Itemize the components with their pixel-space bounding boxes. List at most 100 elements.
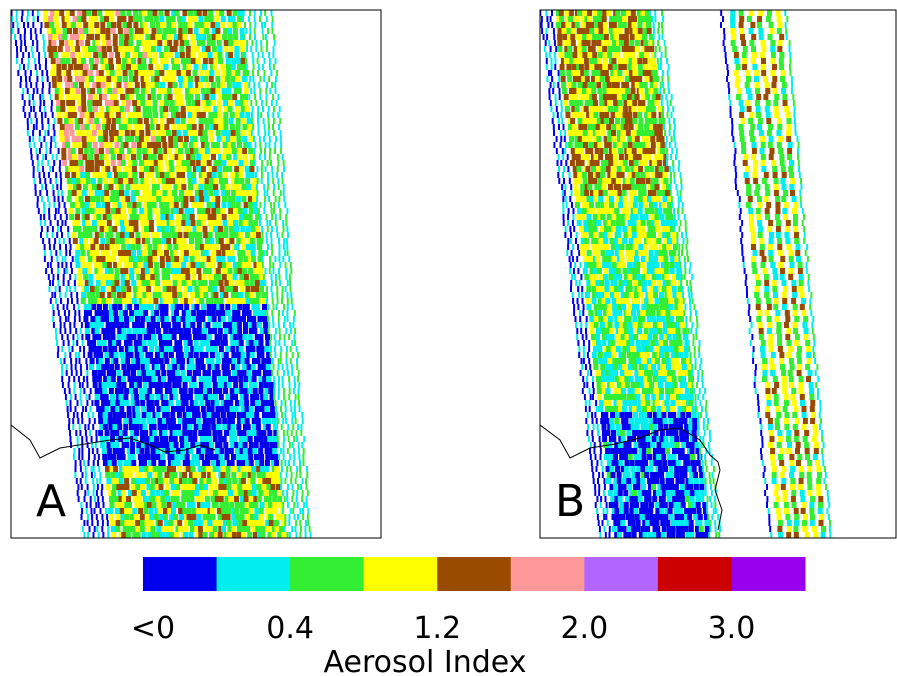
- pixel: [37, 166, 39, 172]
- pixel: [167, 424, 172, 430]
- pixel: [571, 250, 573, 256]
- pixel: [297, 502, 299, 508]
- pixel: [599, 280, 604, 286]
- pixel: [43, 208, 45, 214]
- pixel: [74, 34, 79, 40]
- pixel: [57, 76, 62, 82]
- pixel: [57, 352, 59, 358]
- pixel: [181, 490, 186, 496]
- pixel: [129, 256, 134, 262]
- pixel: [221, 472, 226, 478]
- pixel: [547, 22, 549, 28]
- pixel: [218, 442, 223, 448]
- pixel: [112, 76, 117, 82]
- pixel: [600, 286, 605, 292]
- pixel: [130, 46, 135, 52]
- pixel: [191, 310, 196, 316]
- pixel: [86, 502, 88, 508]
- pixel: [107, 220, 112, 226]
- pixel: [585, 322, 587, 328]
- pixel: [295, 394, 297, 400]
- pixel: [199, 496, 204, 502]
- pixel: [186, 46, 191, 52]
- pixel: [583, 340, 585, 346]
- pixel: [117, 304, 122, 310]
- pixel: [221, 412, 226, 418]
- pixel: [67, 316, 69, 322]
- pixel: [195, 94, 200, 100]
- pixel: [40, 214, 42, 220]
- pixel: [78, 376, 80, 382]
- pixel: [25, 70, 27, 76]
- pixel: [84, 538, 86, 544]
- pixel: [278, 394, 280, 400]
- pixel: [190, 160, 195, 166]
- pixel: [191, 514, 196, 520]
- pixel: [157, 130, 162, 136]
- pixel: [272, 16, 274, 22]
- pixel: [188, 76, 193, 82]
- pixel: [278, 376, 280, 382]
- pixel: [603, 514, 605, 520]
- pixel: [601, 250, 606, 256]
- pixel: [129, 352, 134, 358]
- pixel: [127, 124, 132, 130]
- pixel: [599, 226, 604, 232]
- pixel: [224, 400, 229, 406]
- pixel: [248, 268, 253, 274]
- pixel: [110, 328, 115, 334]
- pixel: [173, 136, 178, 142]
- pixel: [226, 514, 231, 520]
- pixel: [142, 250, 147, 256]
- pixel: [115, 10, 120, 16]
- pixel: [70, 10, 75, 16]
- pixel: [279, 214, 281, 220]
- pixel: [192, 130, 197, 136]
- pixel: [190, 526, 195, 532]
- pixel: [83, 376, 85, 382]
- pixel: [85, 82, 90, 88]
- pixel: [237, 430, 242, 436]
- pixel: [293, 388, 295, 394]
- pixel: [95, 502, 97, 508]
- pixel: [95, 40, 100, 46]
- pixel: [235, 70, 240, 76]
- pixel: [27, 22, 29, 28]
- pixel: [152, 196, 157, 202]
- pixel: [572, 130, 577, 136]
- pixel: [98, 130, 103, 136]
- pixel: [554, 64, 556, 70]
- pixel: [144, 358, 149, 364]
- pixel: [101, 514, 103, 520]
- pixel: [281, 478, 283, 484]
- pixel: [44, 106, 46, 112]
- pixel: [64, 388, 66, 394]
- pixel: [51, 268, 53, 274]
- pixel: [118, 136, 123, 142]
- pixel: [186, 100, 191, 106]
- pixel: [251, 250, 256, 256]
- pixel: [290, 508, 292, 514]
- pixel: [128, 376, 133, 382]
- pixel: [171, 358, 176, 364]
- pixel: [236, 118, 241, 124]
- pixel: [104, 16, 109, 22]
- pixel: [195, 394, 200, 400]
- pixel: [268, 118, 270, 124]
- pixel: [258, 124, 260, 130]
- pixel: [53, 190, 55, 196]
- pixel: [164, 304, 169, 310]
- pixel: [541, 28, 543, 34]
- pixel: [594, 490, 596, 496]
- pixel: [121, 382, 126, 388]
- pixel: [614, 508, 619, 514]
- pixel: [230, 460, 235, 466]
- pixel: [56, 106, 61, 112]
- pixel: [20, 34, 22, 40]
- pixel: [104, 352, 109, 358]
- pixel: [272, 94, 274, 100]
- pixel: [566, 112, 571, 118]
- pixel: [208, 10, 213, 16]
- pixel: [46, 190, 48, 196]
- pixel: [551, 76, 553, 82]
